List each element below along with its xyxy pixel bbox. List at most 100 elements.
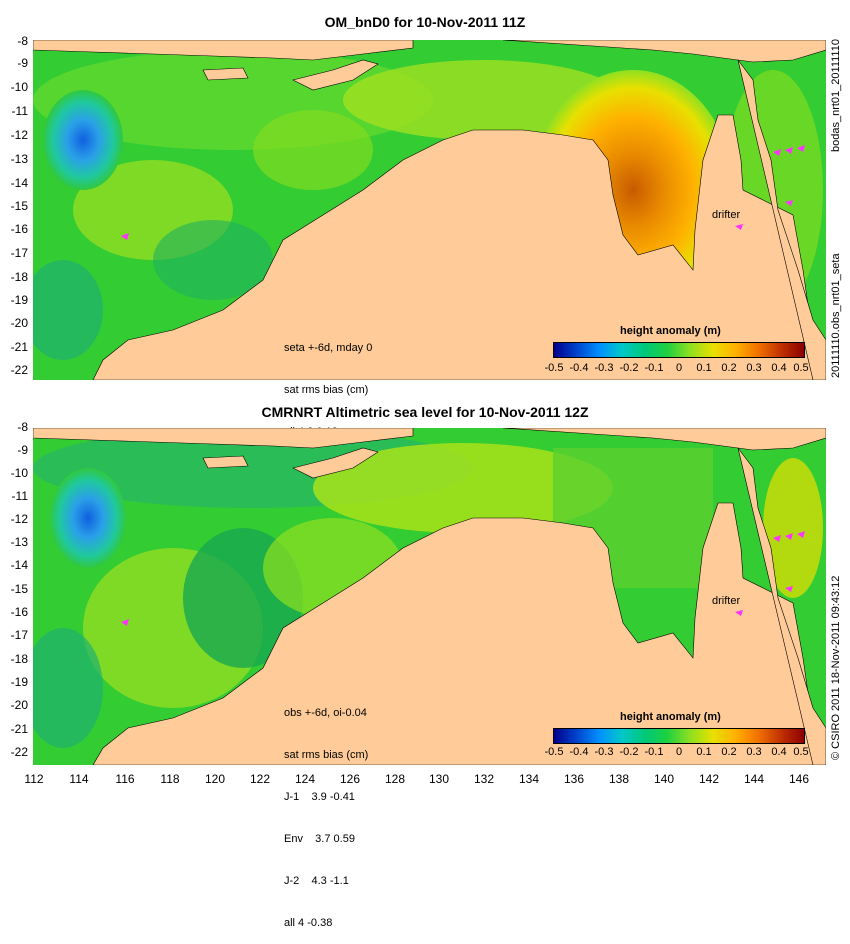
lon-tick: 116 bbox=[115, 772, 135, 786]
lat-tick: -12 bbox=[10, 512, 28, 526]
panel-title: CMRNRT Altimetric sea level for 10-Nov-2… bbox=[261, 404, 589, 420]
lat-tick: -14 bbox=[10, 558, 28, 572]
lon-tick: 136 bbox=[563, 772, 585, 786]
cold-eddy bbox=[43, 90, 123, 190]
colorbar-title: height anomaly (m) bbox=[620, 711, 721, 723]
land-island bbox=[202, 67, 249, 81]
lat-tick: -10 bbox=[10, 466, 28, 480]
lat-tick: -22 bbox=[10, 745, 28, 759]
lat-tick: -13 bbox=[10, 152, 28, 166]
land-island bbox=[202, 455, 249, 469]
lon-tick: 128 bbox=[384, 772, 406, 786]
lat-tick: -10 bbox=[10, 80, 28, 94]
panel-title: OM_bnD0 for 10-Nov-2011 11Z bbox=[324, 14, 526, 30]
note-line: J-1 3.9 -0.41 bbox=[284, 791, 355, 803]
lat-tick: -19 bbox=[10, 675, 28, 689]
colorbar-tick: -0.1 bbox=[644, 746, 664, 758]
drifter-label: drifter bbox=[712, 595, 741, 607]
lon-tick: 140 bbox=[653, 772, 675, 786]
drifter-markers bbox=[121, 531, 805, 626]
colorbar-tick: -0.4 bbox=[569, 362, 589, 374]
colorbar-tick: 0.2 bbox=[721, 362, 737, 374]
colorbar-tick: -0.5 bbox=[544, 362, 564, 374]
lat-tick: -15 bbox=[10, 582, 28, 596]
lat-tick: -17 bbox=[10, 246, 28, 260]
lat-tick: -8 bbox=[17, 34, 28, 48]
colorbar-tick: 0.1 bbox=[696, 746, 712, 758]
lon-tick: 122 bbox=[249, 772, 271, 786]
lat-tick: -19 bbox=[10, 293, 28, 307]
lat-tick: -20 bbox=[10, 316, 28, 330]
land-australia bbox=[92, 114, 814, 380]
land-islands bbox=[33, 428, 414, 449]
lon-tick: 130 bbox=[428, 772, 450, 786]
sea-level-map bbox=[33, 40, 826, 380]
colorbar-tick: -0.5 bbox=[544, 746, 564, 758]
stats-note: obs +-6d, oi-0.04 sat rms bias (cm) J-1 … bbox=[284, 678, 368, 944]
lon-tick: 134 bbox=[518, 772, 540, 786]
drifter-label: drifter bbox=[712, 209, 741, 221]
colorbar-tick: 0.4 bbox=[771, 362, 787, 374]
lon-tick: 132 bbox=[473, 772, 495, 786]
colorbar bbox=[553, 728, 805, 744]
lon-tick: 124 bbox=[294, 772, 316, 786]
lat-tick: -13 bbox=[10, 535, 28, 549]
colorbar-title: height anomaly (m) bbox=[620, 325, 721, 337]
lat-tick: -9 bbox=[17, 443, 28, 457]
colorbar-tick: 0.3 bbox=[746, 362, 762, 374]
lat-tick: -9 bbox=[17, 56, 28, 70]
lon-tick: 126 bbox=[339, 772, 361, 786]
anomaly-patch bbox=[763, 458, 823, 598]
colorbar-tick: -0.2 bbox=[619, 362, 639, 374]
colorbar-tick: 0.4 bbox=[771, 746, 787, 758]
lat-tick: -16 bbox=[10, 222, 28, 236]
anomaly-patch bbox=[33, 260, 103, 360]
colorbar-tick: 0.5 bbox=[793, 362, 809, 374]
colorbar-tick: 0 bbox=[675, 746, 683, 758]
note-line: sat rms bias (cm) bbox=[284, 749, 369, 761]
copyright-label: © CSIRO 2011 18-Nov-2011 09:43:12 bbox=[830, 575, 842, 760]
anomaly-patch bbox=[253, 110, 373, 190]
lon-tick: 142 bbox=[698, 772, 720, 786]
lat-tick: -11 bbox=[11, 104, 28, 118]
lon-tick: 144 bbox=[743, 772, 765, 786]
run-id-label: bodas_nrt01_20111110 bbox=[830, 39, 842, 152]
anomaly-patch bbox=[313, 443, 613, 533]
colorbar-tick: 0.3 bbox=[746, 746, 762, 758]
sea-level-map bbox=[33, 428, 826, 765]
colorbar-tick: -0.4 bbox=[569, 746, 589, 758]
lat-tick: -15 bbox=[10, 199, 28, 213]
colorbar bbox=[553, 342, 805, 358]
lon-tick: 112 bbox=[24, 772, 44, 786]
colorbar-tick: 0 bbox=[675, 362, 683, 374]
note-line: J-2 4.3 -1.1 bbox=[284, 875, 349, 887]
land-timor bbox=[292, 447, 379, 479]
obs-file-label: 20111110.obs_nrt01_seta bbox=[830, 253, 842, 378]
lat-tick: -18 bbox=[10, 270, 28, 284]
anomaly-patch bbox=[153, 220, 273, 300]
cold-eddy bbox=[50, 468, 126, 568]
lat-tick: -8 bbox=[17, 420, 28, 434]
lon-tick: 120 bbox=[204, 772, 226, 786]
lat-tick: -21 bbox=[10, 722, 28, 736]
lat-tick: -12 bbox=[10, 128, 28, 142]
colorbar-tick: -0.1 bbox=[644, 362, 664, 374]
colorbar-tick: 0.5 bbox=[793, 746, 809, 758]
lat-tick: -17 bbox=[10, 628, 28, 642]
land-timor bbox=[292, 59, 379, 91]
land-cape-york bbox=[737, 59, 826, 380]
note-line: Env 3.7 0.59 bbox=[284, 833, 355, 845]
lat-tick: -22 bbox=[10, 363, 28, 377]
lat-tick: -21 bbox=[10, 340, 28, 354]
lat-tick: -14 bbox=[10, 176, 28, 190]
lat-tick: -16 bbox=[10, 605, 28, 619]
note-line: sat rms bias (cm) bbox=[284, 384, 369, 396]
drifter-markers bbox=[121, 145, 805, 240]
lon-tick: 114 bbox=[69, 772, 89, 786]
colorbar-tick: -0.2 bbox=[619, 746, 639, 758]
note-line: obs +-6d, oi-0.04 bbox=[284, 707, 367, 719]
note-line: all 4 -0.38 bbox=[284, 917, 333, 929]
colorbar-tick: -0.3 bbox=[594, 746, 614, 758]
land-cape-york bbox=[737, 447, 826, 765]
note-line: seta +-6d, mday 0 bbox=[284, 342, 373, 354]
